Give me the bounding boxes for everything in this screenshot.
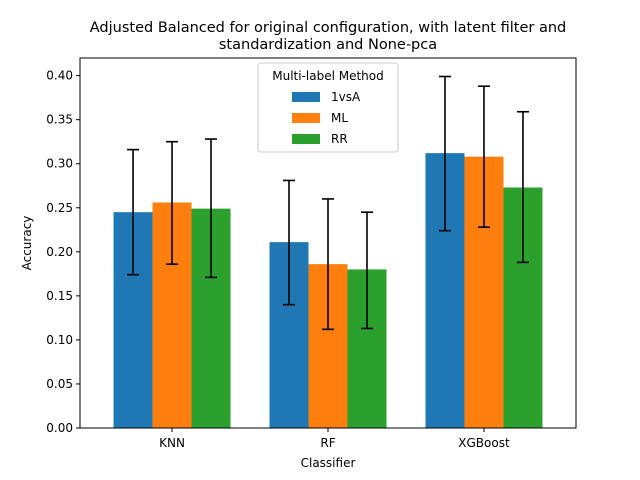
y-tick-label: 0.40 xyxy=(46,69,73,83)
y-tick-label: 0.00 xyxy=(46,421,73,435)
error-bar-ml-xgboost xyxy=(477,85,490,228)
y-axis-label: Accuracy xyxy=(20,216,34,271)
legend-swatch-ml xyxy=(292,113,320,123)
y-tick-label: 0.35 xyxy=(46,113,73,127)
legend-label-1vsa: 1vsA xyxy=(331,90,361,104)
error-bar-1vsa-knn xyxy=(127,148,140,276)
error-bar-ml-knn xyxy=(166,140,179,265)
y-tick-label: 0.05 xyxy=(46,377,73,391)
legend-title: Multi-label Method xyxy=(272,69,384,83)
error-bar-rr-knn xyxy=(205,138,218,279)
x-tick-label: RF xyxy=(320,436,335,450)
legend-swatch-rr xyxy=(292,134,320,144)
error-bar-rr-rf xyxy=(360,211,373,330)
legend-swatch-1vsa xyxy=(292,92,320,102)
error-bar-ml-rf xyxy=(322,198,334,331)
x-tick-label: XGBoost xyxy=(458,436,510,450)
error-bar-1vsa-xgboost xyxy=(438,75,451,232)
error-bars-group xyxy=(127,75,529,331)
error-bar-1vsa-rf xyxy=(283,179,296,306)
y-tick-label: 0.20 xyxy=(46,245,73,259)
x-tick-label: KNN xyxy=(159,436,185,450)
x-axis: KNN RF XGBoost xyxy=(159,428,510,450)
legend: Multi-label Method 1vsA ML RR xyxy=(257,62,399,153)
chart-title-line-1: Adjusted Balanced for original configura… xyxy=(90,20,566,36)
x-axis-label: Classifier xyxy=(301,456,356,470)
y-tick-label: 0.10 xyxy=(46,333,73,347)
y-tick-label: 0.30 xyxy=(46,157,73,171)
legend-label-rr: RR xyxy=(331,132,348,146)
y-tick-label: 0.25 xyxy=(46,201,73,215)
error-bar-rr-xgboost xyxy=(516,110,529,264)
y-tick-label: 0.15 xyxy=(46,289,73,303)
legend-box xyxy=(257,62,399,153)
y-axis: 0.00 0.05 0.10 0.15 0.20 0.25 0.30 0.35 0.40 xyxy=(46,69,80,435)
chart-title-line-2: standardization and None-pca xyxy=(219,37,437,53)
legend-label-ml: ML xyxy=(331,111,348,125)
